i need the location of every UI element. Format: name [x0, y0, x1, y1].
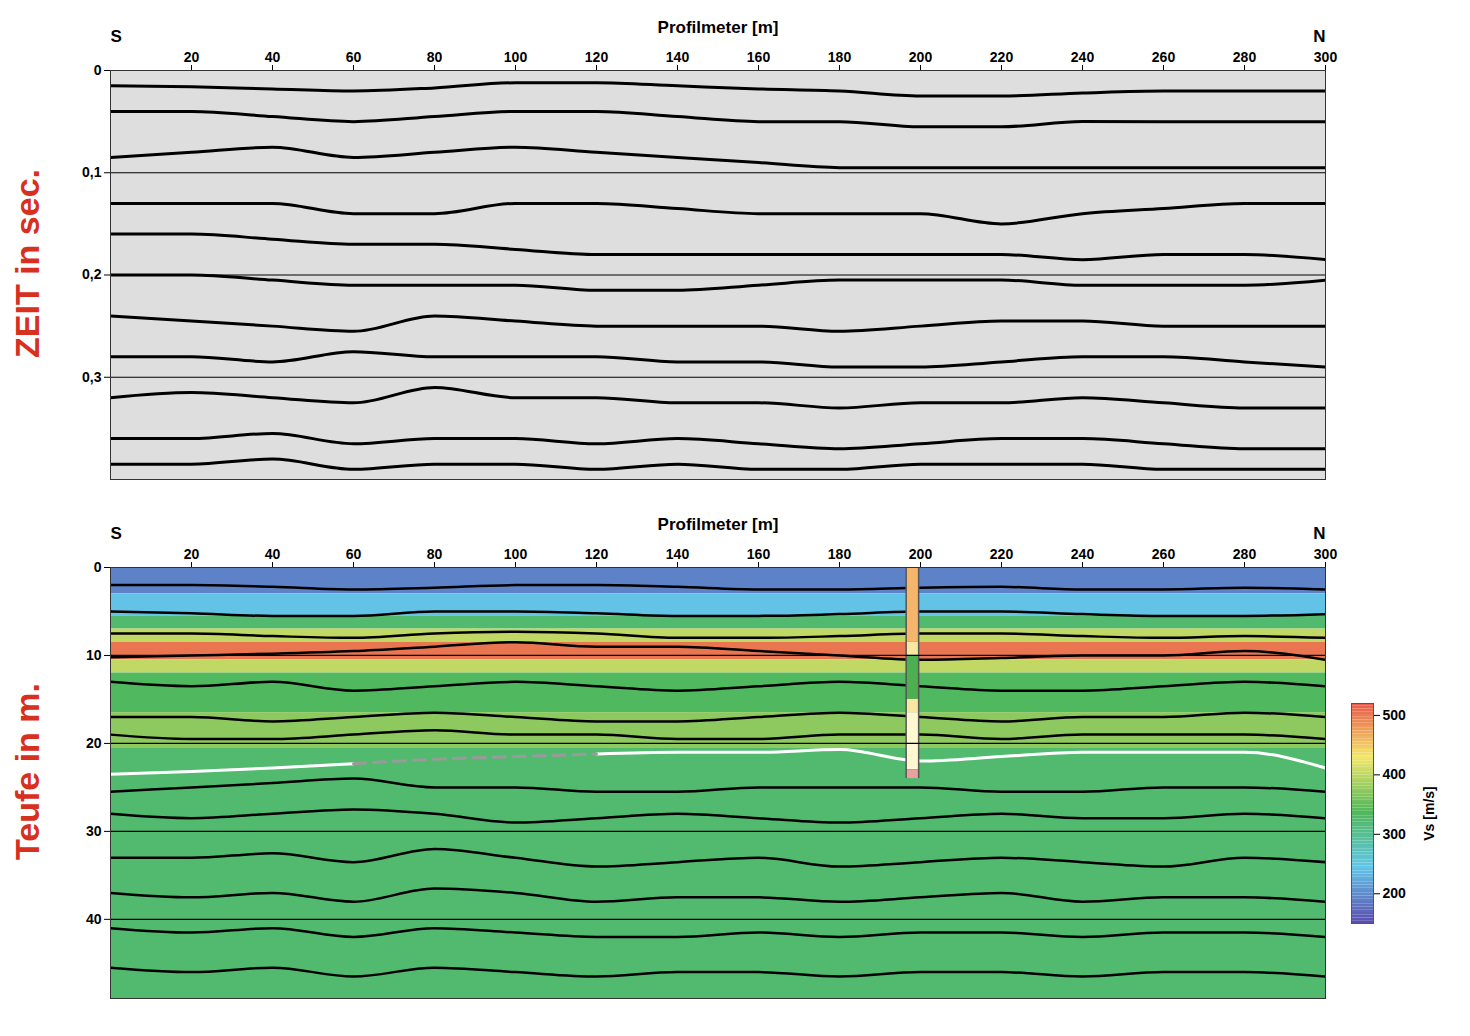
svg-text:200: 200 — [1383, 885, 1407, 901]
svg-text:200: 200 — [909, 49, 933, 65]
html-text:Teufe in m.: Teufe in m. — [8, 683, 46, 860]
svg-text:120: 120 — [585, 49, 609, 65]
svg-text:S: S — [111, 524, 122, 543]
svg-text:60: 60 — [346, 49, 362, 65]
svg-text:20: 20 — [184, 546, 200, 562]
svg-text:160: 160 — [747, 546, 771, 562]
svg-text:Profilmeter [m]: Profilmeter [m] — [658, 515, 779, 534]
svg-text:160: 160 — [747, 49, 771, 65]
svg-text:140: 140 — [666, 49, 690, 65]
svg-text:300: 300 — [1314, 49, 1338, 65]
svg-text:500: 500 — [1383, 707, 1407, 723]
svg-text:Vs [m/s]: Vs [m/s] — [1421, 786, 1437, 840]
svg-text:260: 260 — [1152, 546, 1176, 562]
svg-text:220: 220 — [990, 546, 1014, 562]
svg-text:N: N — [1313, 524, 1325, 543]
svg-text:280: 280 — [1233, 49, 1257, 65]
svg-text:240: 240 — [1071, 546, 1095, 562]
svg-text:10: 10 — [86, 647, 102, 663]
svg-text:80: 80 — [427, 546, 443, 562]
svg-text:0,3: 0,3 — [82, 369, 102, 385]
svg-text:60: 60 — [346, 546, 362, 562]
svg-text:400: 400 — [1383, 766, 1407, 782]
svg-text:80: 80 — [427, 49, 443, 65]
svg-text:0: 0 — [94, 62, 102, 78]
svg-text:0,2: 0,2 — [82, 266, 102, 282]
svg-text:200: 200 — [909, 546, 933, 562]
svg-text:100: 100 — [504, 546, 528, 562]
svg-text:140: 140 — [666, 546, 690, 562]
svg-text:40: 40 — [265, 49, 281, 65]
svg-text:30: 30 — [86, 823, 102, 839]
svg-text:120: 120 — [585, 546, 609, 562]
svg-text:300: 300 — [1314, 546, 1338, 562]
html-text:ZEIT in sec.: ZEIT in sec. — [8, 169, 46, 358]
svg-text:40: 40 — [86, 911, 102, 927]
svg-text:20: 20 — [184, 49, 200, 65]
svg-text:Profilmeter [m]: Profilmeter [m] — [658, 18, 779, 37]
svg-text:N: N — [1313, 27, 1325, 46]
svg-text:220: 220 — [990, 49, 1014, 65]
svg-text:240: 240 — [1071, 49, 1095, 65]
svg-text:300: 300 — [1383, 826, 1407, 842]
svg-text:180: 180 — [828, 546, 852, 562]
svg-text:20: 20 — [86, 735, 102, 751]
svg-text:0: 0 — [94, 559, 102, 575]
svg-text:40: 40 — [265, 546, 281, 562]
svg-text:280: 280 — [1233, 546, 1257, 562]
svg-text:260: 260 — [1152, 49, 1176, 65]
svg-text:0,1: 0,1 — [82, 164, 102, 180]
svg-text:180: 180 — [828, 49, 852, 65]
svg-text:S: S — [111, 27, 122, 46]
svg-text:100: 100 — [504, 49, 528, 65]
